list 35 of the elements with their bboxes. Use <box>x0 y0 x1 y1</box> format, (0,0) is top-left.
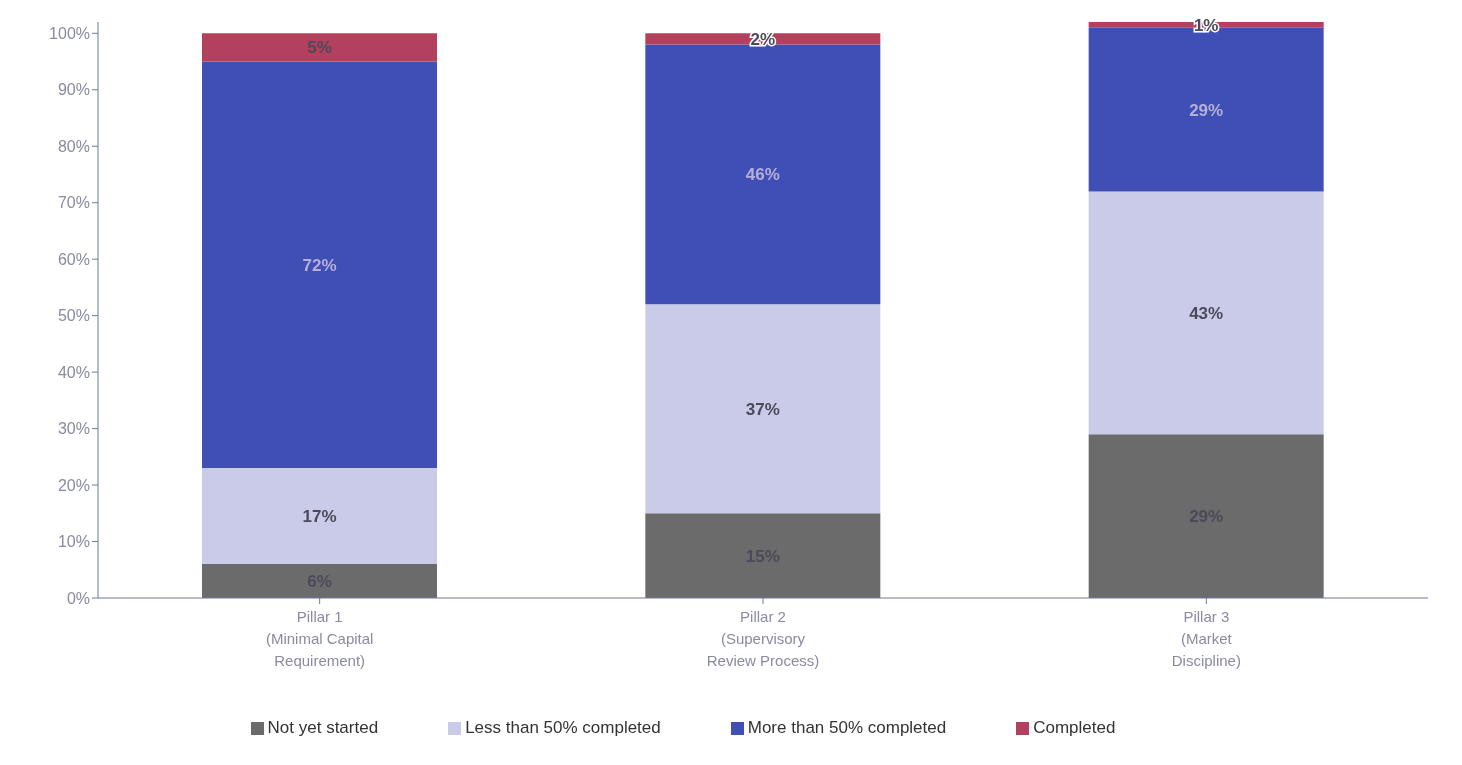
legend-label: More than 50% completed <box>747 718 947 737</box>
y-tick-label: 30% <box>57 420 90 438</box>
y-tick-label: 70% <box>57 194 90 212</box>
data-label: 37% <box>745 399 780 419</box>
bar <box>645 33 881 45</box>
x-tick-label: Pillar 3 (Market Discipline) <box>1171 608 1241 669</box>
y-tick-label: 40% <box>57 363 90 381</box>
bar <box>202 33 437 62</box>
y-tick-label: 10% <box>57 533 90 551</box>
bar <box>1088 191 1324 435</box>
y-tick-label: 0% <box>66 589 90 607</box>
data-label: 46% <box>745 165 780 185</box>
bar <box>645 513 881 598</box>
bar <box>202 61 437 469</box>
y-tick-label: 60% <box>57 250 90 268</box>
x-tick-label: Pillar 1 (Minimal Capital Requirement) <box>265 608 374 669</box>
bar <box>1088 434 1324 598</box>
bar <box>645 44 881 305</box>
legend-label: Not yet started <box>267 718 379 737</box>
legend-label: Less than 50% completed <box>465 718 661 737</box>
bar <box>645 304 881 514</box>
y-tick-label: 90% <box>57 81 90 99</box>
y-tick-label: 100% <box>49 24 90 42</box>
x-tick-label: Pillar 2 (Supervisory Review Process) <box>706 608 820 669</box>
bar <box>202 468 437 565</box>
data-label: 17% <box>302 507 337 527</box>
data-label: 72% <box>302 255 337 275</box>
data-label: 29% <box>1189 100 1224 120</box>
y-tick-label: 20% <box>57 476 90 494</box>
legend-label: Completed <box>1033 718 1116 737</box>
data-label: 43% <box>1189 303 1224 323</box>
data-label: 5% <box>307 38 332 58</box>
bar <box>202 564 437 598</box>
y-tick-label: 80% <box>57 137 90 155</box>
y-tick-label: 50% <box>57 307 90 325</box>
